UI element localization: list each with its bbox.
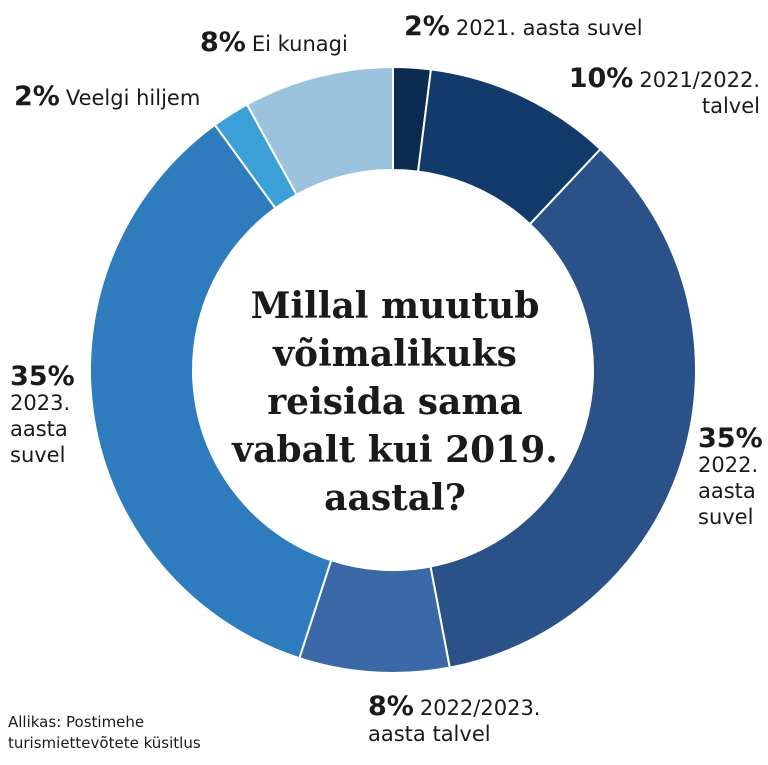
slice-text: 2021/2022. talvel	[639, 68, 760, 118]
slice-label-later: 2% Veelgi hiljem	[14, 81, 201, 112]
slice-text: 2022/2023. aasta talvel	[368, 696, 541, 746]
slice-text: Veelgi hiljem	[65, 86, 201, 110]
slice-pct: 2%	[404, 11, 450, 42]
slice-pct: 8%	[368, 691, 414, 722]
chart-title: Millal muutub võimalikuks reisida sama v…	[232, 285, 558, 519]
source-note: Allikas: Postimehe turismiettevõtete küs…	[8, 713, 201, 752]
donut-slice-6	[245, 65, 394, 197]
slice-label-never: 8% Ei kunagi	[200, 27, 348, 58]
slice-text: 2021. aasta suvel	[455, 16, 643, 40]
donut-slice-4	[89, 123, 333, 660]
slice-pct: 8%	[200, 27, 246, 58]
slice-pct: 10%	[568, 63, 634, 94]
slice-text: 2022. aasta suvel	[698, 453, 759, 529]
slice-label-2021-2022-winter: 10% 2021/2022. talvel	[540, 63, 760, 119]
slice-pct: 2%	[14, 81, 60, 112]
slice-label-2022-summer: 35% 2022. aasta suvel	[698, 423, 768, 530]
slice-pct: 35%	[10, 361, 75, 392]
slice-label-2023-summer: 35% 2023. aasta suvel	[10, 361, 80, 468]
slice-text: Ei kunagi	[251, 32, 348, 56]
slice-text: 2023. aasta suvel	[10, 391, 71, 467]
slice-label-2021-summer: 2% 2021. aasta suvel	[404, 11, 643, 42]
donut-slice-2	[429, 147, 697, 669]
slice-label-2022-2023-winter: 8% 2022/2023. aasta talvel	[368, 691, 588, 747]
slice-pct: 35%	[698, 423, 763, 454]
